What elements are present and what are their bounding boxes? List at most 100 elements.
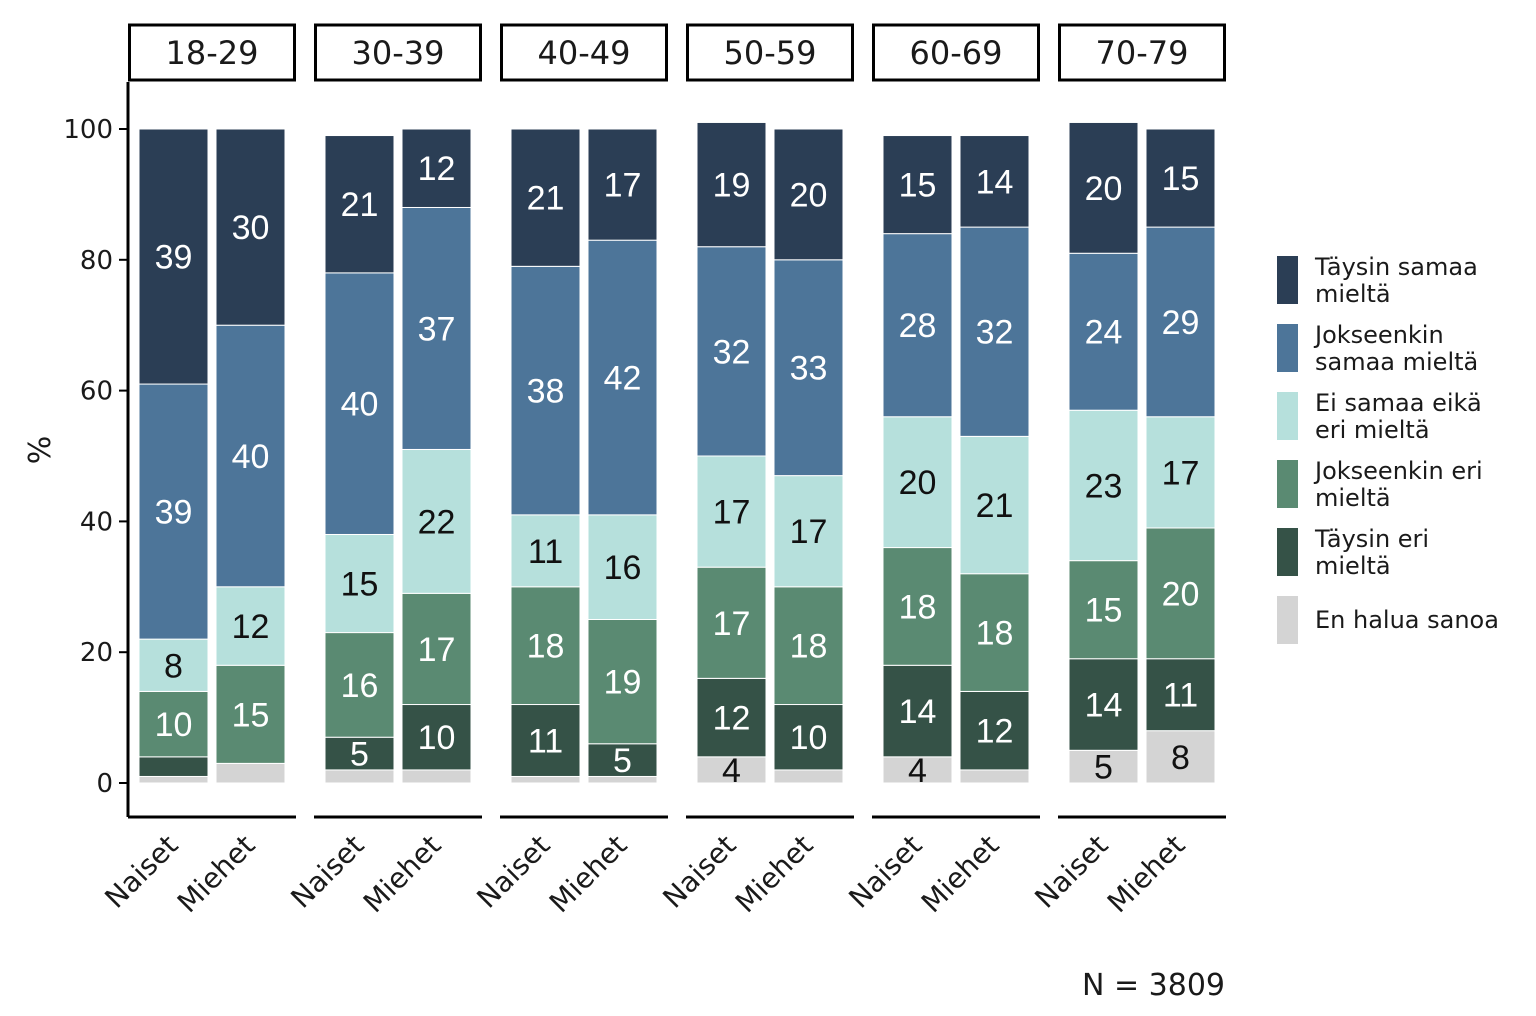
panel-30-39: 30-39 5 16 15 40 21 Naiset 10 17 22 37 12 Miehet [284, 23, 482, 920]
data-label: 20 [1085, 170, 1123, 208]
data-label: 39 [155, 239, 193, 277]
x-tick-label: Miehet [543, 829, 634, 920]
legend-item: En halua sanoa [1277, 596, 1499, 644]
data-label: 8 [164, 647, 183, 685]
x-tick-label: Miehet [729, 829, 820, 920]
panel-label: 60-69 [910, 34, 1003, 72]
data-label: 23 [1085, 467, 1123, 505]
y-tick-label: 100 [63, 115, 113, 145]
data-label: 14 [976, 163, 1014, 201]
data-label: 15 [1162, 160, 1200, 198]
bar-segment [401, 448, 472, 594]
bar-segment [324, 736, 395, 771]
data-label: 4 [722, 752, 741, 790]
data-label: 12 [713, 700, 751, 738]
data-label: 10 [155, 706, 193, 744]
bar-segment [882, 416, 953, 549]
data-label: 10 [418, 719, 456, 757]
panel-label: 50-59 [724, 34, 817, 72]
legend-label: mieltä [1315, 484, 1391, 512]
bar-segment [959, 435, 1030, 575]
bar-segment [1145, 226, 1216, 418]
bar-segment [773, 475, 844, 588]
bar-segment [1145, 527, 1216, 660]
data-label: 40 [341, 386, 379, 424]
data-label: 5 [350, 736, 369, 774]
data-label: 28 [899, 307, 937, 345]
data-label: 12 [976, 713, 1014, 751]
bar-segment [401, 592, 472, 706]
bar-segment [882, 233, 953, 418]
data-label: 20 [899, 464, 937, 502]
x-tick-label: Naiset [98, 829, 184, 915]
data-label: 29 [1162, 304, 1200, 342]
bar-segment [959, 690, 1030, 771]
bar-segment [773, 128, 844, 261]
data-label: 8 [1171, 739, 1190, 777]
data-label: 18 [527, 628, 565, 666]
bar-segment [587, 514, 658, 620]
bar-segment [773, 586, 844, 706]
data-label: 18 [899, 588, 937, 626]
bar-segment [215, 324, 286, 588]
data-label: 21 [527, 180, 565, 218]
bar-segment [401, 769, 472, 784]
bar-segment [215, 586, 286, 666]
legend-label: samaa mieltä [1315, 348, 1478, 376]
bar-segment [401, 704, 472, 771]
bar-miehet: 15 12 40 30 [215, 128, 286, 784]
legend-label: eri mieltä [1315, 416, 1430, 444]
panel-40-49: 40-49 11 18 11 38 21 Naiset 5 19 16 42 17 Miehet [470, 23, 668, 920]
legend-swatch [1277, 528, 1298, 576]
bar-naiset: 5 16 15 40 21 [324, 135, 395, 784]
bar-segment [401, 206, 472, 450]
legend-label: Täysin samaa [1314, 253, 1478, 281]
data-label: 14 [1085, 687, 1123, 725]
data-label: 15 [1085, 592, 1123, 630]
y-tick-label: 60 [80, 377, 113, 407]
bar-segment [587, 239, 658, 516]
data-label: 21 [976, 487, 1014, 525]
bar-miehet: 10 17 22 37 12 [401, 128, 472, 784]
bar-naiset: 4 14 18 20 28 15 [882, 135, 953, 790]
bar-segment [696, 566, 767, 679]
y-tick-label: 80 [80, 246, 113, 276]
bar-naiset: 11 18 11 38 21 [510, 128, 581, 784]
y-axis: 0 20 40 60 80 100 [63, 82, 130, 817]
panel-strip [500, 23, 668, 82]
bar-segment [510, 128, 581, 267]
bar-segment [1068, 749, 1139, 784]
data-label: 4 [908, 752, 927, 790]
bar-segment [587, 619, 658, 745]
legend-swatch [1277, 392, 1298, 440]
panel-70-79: 70-79 5 14 15 23 24 20 Naiset 8 11 20 17 29 15 Miehet [1028, 23, 1226, 919]
bar-naiset: 10 8 39 39 [138, 128, 209, 784]
bar-segment [882, 135, 953, 235]
bar-segment [882, 547, 953, 666]
x-tick-label: Naiset [284, 829, 370, 915]
bar-segment [138, 128, 209, 385]
panel-strip [314, 23, 482, 82]
bar-segment [510, 775, 581, 784]
bar-segment [138, 383, 209, 640]
data-label: 12 [232, 608, 270, 646]
bar-segment [773, 769, 844, 784]
data-label: 40 [232, 438, 270, 476]
data-label: 20 [1162, 575, 1200, 613]
data-label: 11 [528, 533, 563, 571]
x-tick-label: Miehet [357, 829, 448, 920]
bar-miehet: 5 19 16 42 17 [587, 128, 658, 784]
data-label: 22 [418, 503, 456, 541]
legend-label: Jokseenkin eri [1313, 457, 1483, 485]
data-label: 17 [418, 631, 456, 669]
data-label: 19 [713, 167, 751, 205]
data-label: 20 [790, 176, 828, 214]
bar-segment [324, 135, 395, 274]
panel-strip [128, 23, 296, 82]
data-label: 21 [341, 186, 379, 224]
bar-segment [587, 743, 658, 777]
data-label: 11 [1163, 677, 1198, 715]
bar-miehet: 12 18 21 32 14 [959, 135, 1030, 784]
